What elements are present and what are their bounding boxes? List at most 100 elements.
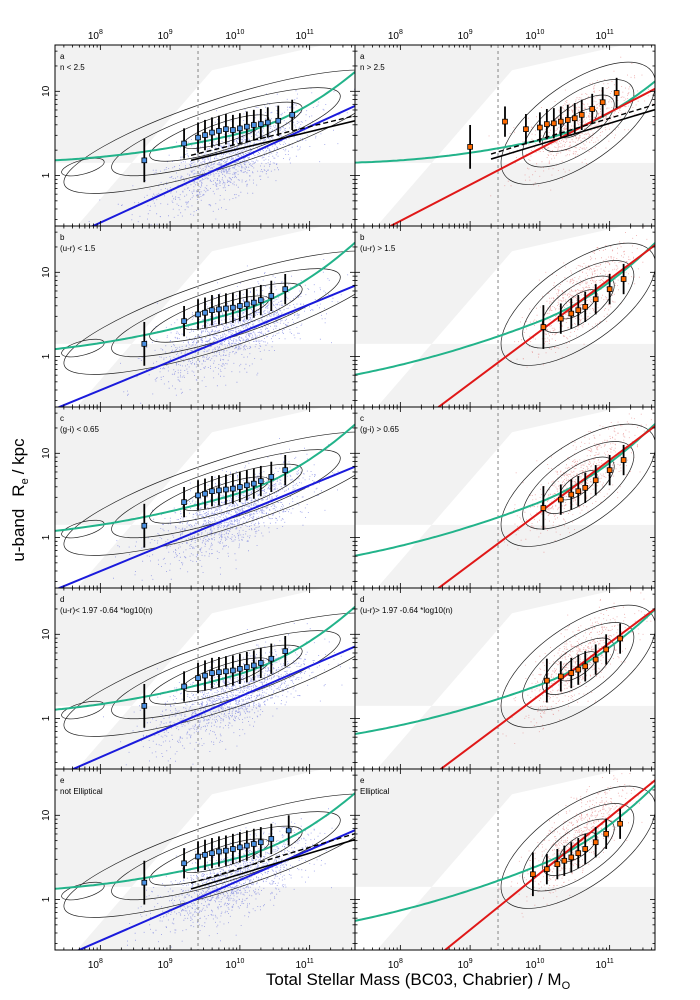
binned-median [223, 668, 229, 675]
binned-median [582, 485, 589, 491]
x-axis-label: Total Stellar Mass (BC03, Chabrier) / MO [266, 970, 571, 992]
bottom-x-tick-label: 1011 [595, 958, 613, 971]
binned-median [244, 482, 250, 489]
binned-median [264, 119, 271, 126]
red-fit-line [436, 244, 655, 407]
binned-median [603, 646, 609, 653]
panel-d-right: d (u-r)> 1.97 -0.64 *log10(n) [354, 587, 656, 770]
binned-median [589, 106, 596, 112]
binned-median [223, 126, 229, 132]
binned-median [592, 656, 599, 663]
tick-exponent: 11 [607, 958, 614, 965]
binned-median [216, 487, 222, 494]
binned-median [251, 480, 257, 487]
binned-median [230, 485, 236, 492]
binned-median [592, 477, 599, 484]
panel-condition: n < 2.5 [60, 63, 85, 72]
tick-exponent: 9 [469, 29, 473, 36]
binned-median [467, 144, 473, 150]
density-contour [149, 101, 303, 162]
binned-median [592, 839, 599, 846]
binned-median [575, 666, 582, 673]
binned-median [195, 134, 201, 141]
tick-exponent: 10 [537, 29, 545, 36]
panel-letter: e [360, 776, 365, 785]
binned-median [568, 491, 575, 498]
panel-condition: n > 2.5 [360, 63, 385, 72]
binned-median [237, 666, 243, 672]
y-tick-labels: 1 10 1 10 1 10 1 10 1 10 [41, 85, 52, 902]
binned-median [282, 467, 289, 473]
binned-median [599, 99, 606, 106]
tick-exponent: 10 [537, 958, 545, 965]
binned-median [568, 310, 575, 317]
binned-median [141, 879, 148, 886]
binned-median [558, 118, 564, 125]
binned-median [558, 496, 564, 503]
tick-exponent: 10 [237, 29, 245, 36]
density-contour [61, 881, 105, 901]
panel-letter: c [360, 414, 364, 423]
y-tick-label: 10 [41, 628, 52, 640]
density-contour [182, 838, 270, 873]
binned-median [282, 648, 289, 654]
panel-a-left: a n < 2.5 [54, 44, 356, 227]
panel-condition: (u-r) < 1.5 [60, 244, 96, 253]
panel-c-left: c (g-i) < 0.65 [54, 406, 356, 589]
y-tick-label: 1 [41, 534, 52, 540]
density-contour [500, 242, 655, 366]
binned-median [230, 667, 236, 674]
panel-letter: c [60, 414, 64, 423]
binned-median [258, 478, 264, 484]
binned-median [606, 467, 613, 473]
binned-median [275, 117, 282, 124]
binned-median [141, 522, 148, 529]
binned-median [237, 303, 243, 309]
binned-median [268, 655, 275, 662]
panel-letter: a [360, 52, 365, 61]
blue-fit-line [70, 645, 355, 769]
y-tick-label: 10 [41, 809, 52, 821]
top-x-tick-label: 1010 [525, 29, 544, 42]
density-contour [63, 69, 355, 194]
panel-c-right: c (g-i) > 0.65 [354, 406, 656, 589]
bottom-x-tick-label: 109 [158, 958, 173, 971]
binned-median [268, 293, 275, 299]
binned-median [540, 505, 547, 511]
binned-median [568, 670, 575, 676]
red-fit-line [436, 425, 655, 588]
binned-median [530, 871, 536, 878]
binned-median [195, 311, 201, 318]
panel-b-right: b (u-r) > 1.5 [354, 225, 656, 408]
binned-median [244, 842, 250, 849]
tick-exponent: 8 [399, 958, 403, 965]
binned-median [564, 117, 571, 123]
binned-median [209, 129, 215, 136]
galaxy-density [496, 773, 652, 918]
binned-median [223, 486, 229, 493]
binned-median [582, 304, 589, 310]
binned-median [571, 115, 578, 122]
binned-median [575, 850, 582, 856]
binned-median [606, 286, 613, 292]
binned-median [554, 861, 561, 867]
binned-median [575, 307, 582, 313]
panel-condition: (u-r)> 1.97 -0.64 *log10(n) [360, 606, 453, 615]
blue-fit-line [56, 465, 355, 588]
comparison-solid-line [190, 119, 355, 162]
binned-median [244, 301, 250, 308]
density-contour [63, 250, 355, 375]
binned-median [282, 286, 289, 292]
red-fit-line [439, 607, 655, 769]
panels: a n < 2.5 a n > 2.5 b (u-r) < 1.5 b (u-r) > 1.5… [54, 44, 656, 951]
panel-b-left: b (u-r) < 1.5 [54, 225, 356, 408]
density-contour [149, 644, 303, 705]
binned-median [592, 296, 599, 303]
binned-median [258, 121, 264, 127]
binned-median [268, 474, 275, 480]
binned-median [244, 123, 250, 130]
binned-median [230, 127, 236, 133]
y-tick-label: 10 [41, 447, 52, 459]
galaxy-density [498, 409, 653, 553]
density-contour [149, 282, 303, 343]
